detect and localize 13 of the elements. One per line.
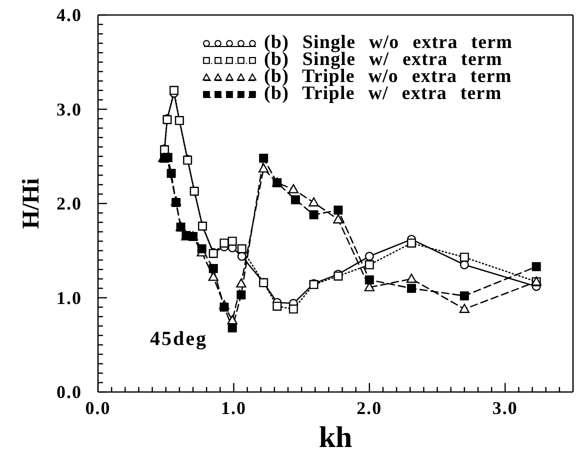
- y-tick-label: 2.0: [56, 194, 82, 214]
- y-axis-title: H/Hi: [18, 178, 45, 229]
- x-tick-label: 1.0: [220, 398, 246, 418]
- x-axis-title: kh: [318, 421, 352, 453]
- y-tick-label: 0.0: [56, 382, 82, 402]
- x-tick-label: 3.0: [492, 398, 518, 418]
- x-tick-label: 2.0: [356, 398, 382, 418]
- y-tick-label: 3.0: [56, 99, 82, 120]
- legend-label: (b) Single w/o extra term: [264, 32, 513, 53]
- annotation: 45deg: [150, 328, 208, 351]
- x-tick-label: 0.0: [85, 398, 111, 418]
- y-tick-label: 1.0: [56, 288, 82, 308]
- y-tick-label: 4.0: [56, 5, 82, 25]
